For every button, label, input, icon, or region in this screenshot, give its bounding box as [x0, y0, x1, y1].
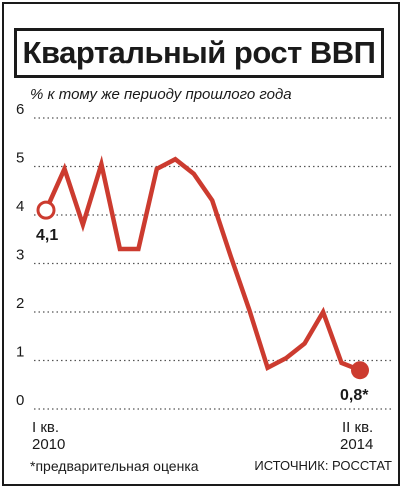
y-tick-label: 0: [16, 392, 24, 409]
y-tick-label: 6: [16, 101, 24, 118]
y-tick-label: 2: [16, 295, 24, 312]
y-tick-label: 1: [16, 344, 24, 361]
x-start-label-year: 2010: [32, 436, 65, 453]
footnote: *предварительная оценка: [30, 458, 199, 474]
x-start-label-quarter: I кв.: [32, 419, 59, 436]
source-label: ИСТОЧНИК: РОССТАТ: [254, 458, 392, 473]
chart-subtitle: % к тому же периоду прошлого года: [30, 86, 292, 103]
y-tick-label: 4: [16, 198, 24, 215]
series-line: [43, 155, 361, 373]
start-point-marker: [36, 200, 56, 220]
y-tick-label: 3: [16, 247, 24, 264]
y-tick-label: 5: [16, 150, 24, 167]
x-end-label-quarter: II кв.: [342, 419, 373, 436]
end-value-label: 0,8*: [340, 387, 369, 404]
start-value-label: 4,1: [36, 227, 58, 244]
x-end-label-year: 2014: [340, 436, 373, 453]
end-point-marker: [351, 361, 369, 380]
title-box: Квартальный рост ВВП: [14, 28, 384, 78]
chart-title: Квартальный рост ВВП: [22, 35, 376, 70]
chart-frame: [2, 2, 400, 486]
